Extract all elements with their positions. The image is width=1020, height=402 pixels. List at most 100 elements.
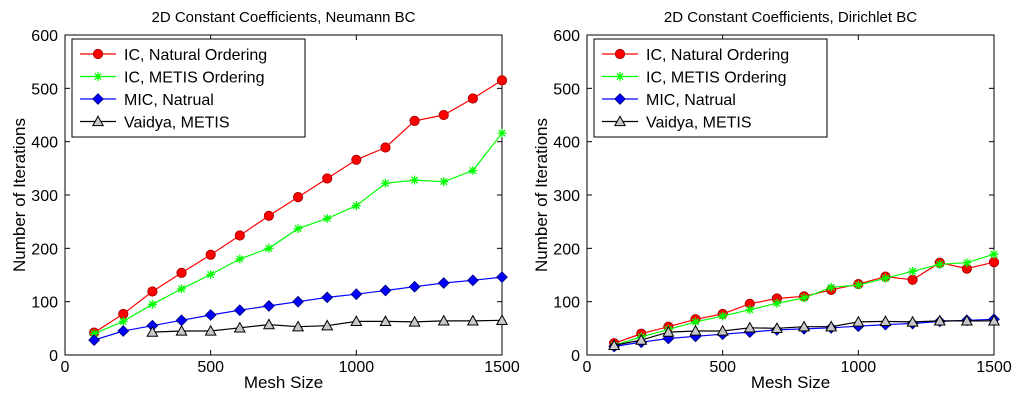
data-point	[321, 291, 334, 304]
y-tick-label: 0	[571, 348, 580, 365]
y-tick-label: 0	[49, 348, 58, 365]
data-point	[205, 249, 216, 260]
y-tick-label: 400	[553, 135, 580, 152]
data-point	[466, 314, 479, 326]
data-point	[989, 249, 999, 259]
x-tick-label: 0	[61, 359, 70, 376]
legend-label: IC, Natural Ordering	[646, 47, 789, 64]
data-point	[379, 315, 392, 327]
data-point	[381, 178, 390, 188]
data-point	[466, 274, 479, 287]
data-point	[351, 154, 362, 165]
data-point	[175, 324, 188, 336]
data-point	[146, 325, 159, 337]
data-point	[826, 282, 836, 292]
data-point	[321, 319, 334, 331]
data-point	[496, 271, 508, 284]
data-point	[118, 317, 128, 326]
y-tick-label: 100	[553, 295, 580, 312]
data-point	[233, 304, 246, 317]
data-point	[798, 320, 811, 332]
data-point	[262, 318, 275, 330]
data-point	[438, 109, 449, 121]
data-point	[292, 320, 305, 332]
series-1	[89, 75, 508, 338]
data-point	[439, 177, 449, 187]
data-point	[988, 257, 1000, 268]
legend: IC, Natural Ordering IC, METIS Ordering MI…	[71, 38, 306, 138]
data-point	[799, 293, 809, 303]
data-point	[176, 267, 187, 278]
data-point	[379, 284, 392, 297]
data-point	[718, 311, 728, 321]
data-point	[322, 214, 332, 223]
x-tick-label: 0	[583, 359, 592, 376]
x-axis-label: Mesh Size	[751, 373, 830, 392]
legend: IC, Natural Ordering IC, METIS Ordering MI…	[593, 38, 828, 138]
legend-label: IC, METIS Ordering	[646, 70, 786, 87]
legend-label: MIC, Natrual	[124, 92, 214, 109]
legend-box	[71, 38, 306, 138]
data-point	[467, 93, 478, 104]
data-point	[437, 314, 450, 326]
data-point	[350, 315, 363, 327]
legend-marker	[92, 48, 104, 60]
data-point	[292, 192, 304, 203]
data-point	[879, 315, 892, 327]
y-tick-label: 300	[31, 188, 58, 205]
data-point	[853, 280, 863, 290]
x-tick-label: 1000	[339, 359, 375, 376]
y-tick-label: 600	[31, 28, 58, 45]
y-axis-label: Number of Iterations	[10, 118, 29, 272]
y-tick-label: 100	[31, 295, 58, 312]
data-point	[662, 325, 675, 337]
data-point	[148, 299, 157, 309]
legend-marker	[615, 72, 625, 81]
x-tick-label: 1000	[841, 359, 877, 376]
data-point	[409, 115, 420, 126]
data-point	[716, 324, 729, 336]
data-point	[437, 277, 450, 289]
data-point	[691, 317, 700, 327]
data-point	[743, 321, 756, 333]
y-tick-label: 600	[553, 28, 580, 45]
data-point	[89, 329, 99, 339]
data-point	[177, 284, 186, 294]
data-point	[960, 314, 973, 326]
data-point	[263, 210, 275, 221]
data-point	[88, 334, 101, 346]
y-tick-label: 500	[553, 81, 580, 98]
data-point	[496, 75, 508, 86]
chart-title: 2D Constant Coefficients, Dirichlet BC	[664, 9, 917, 26]
data-point	[770, 322, 783, 333]
data-point	[825, 320, 838, 332]
data-point	[293, 224, 303, 233]
data-point	[235, 254, 245, 264]
data-point	[745, 305, 755, 315]
data-point	[497, 128, 507, 138]
data-point	[881, 273, 890, 283]
series-4	[608, 314, 1001, 351]
data-point	[292, 295, 304, 308]
legend-marker	[614, 93, 626, 105]
chart-panel-1: 2D Constant Coefficients, Neumann BC 0 500…	[10, 9, 520, 392]
data-point	[351, 201, 361, 211]
legend-marker	[91, 115, 105, 127]
x-tick-label: 500	[197, 359, 224, 376]
legend-marker	[92, 93, 104, 105]
x-axis-label: Mesh Size	[244, 373, 323, 392]
data-point	[608, 339, 621, 351]
data-point	[410, 175, 419, 185]
data-point	[206, 270, 216, 279]
data-point	[322, 173, 333, 184]
legend-label: MIC, Natrual	[646, 92, 736, 109]
data-point	[350, 288, 363, 301]
data-point	[147, 286, 158, 297]
data-point	[495, 314, 509, 325]
data-point	[204, 309, 217, 321]
data-point	[263, 300, 275, 312]
y-axis-label: Number of Iterations	[532, 118, 551, 272]
data-point	[907, 274, 918, 285]
data-point	[906, 315, 919, 327]
data-point	[204, 324, 217, 336]
